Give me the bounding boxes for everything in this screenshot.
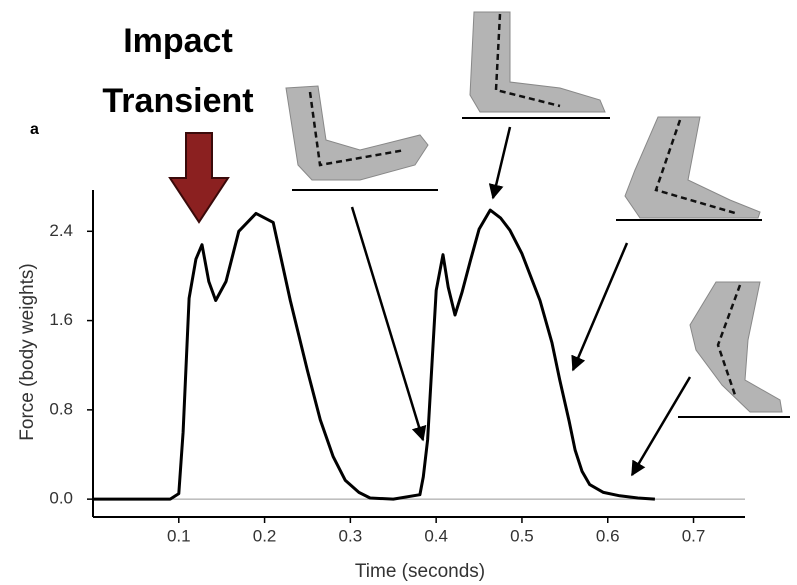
y-tick-label: 1.6 bbox=[49, 310, 73, 329]
y-tick-label: 0.0 bbox=[49, 489, 73, 508]
x-tick-label: 0.5 bbox=[510, 526, 534, 545]
y-tick-label: 2.4 bbox=[49, 221, 73, 240]
x-tick-label: 0.3 bbox=[339, 526, 363, 545]
foot-sketch bbox=[678, 281, 790, 418]
pointer-arrow bbox=[630, 376, 692, 477]
x-tick-label: 0.7 bbox=[682, 526, 706, 545]
force-curve bbox=[93, 208, 655, 501]
pointer-arrow bbox=[571, 242, 629, 372]
panel-label: a bbox=[30, 121, 39, 138]
foot-sketch bbox=[285, 85, 438, 191]
x-tick-label: 0.4 bbox=[424, 526, 448, 545]
y-axis-label: Force (body weights) bbox=[17, 263, 38, 440]
x-tick-label: 0.1 bbox=[167, 526, 191, 545]
impact-arrow bbox=[168, 132, 230, 224]
foot-sketch bbox=[616, 116, 762, 221]
annotation: Transient bbox=[102, 82, 253, 120]
x-tick-label: 0.2 bbox=[253, 526, 277, 545]
annotation: Impact bbox=[123, 22, 233, 60]
y-tick-label: 0.8 bbox=[49, 399, 73, 418]
foot-sketch bbox=[462, 11, 610, 119]
pointer-arrow bbox=[350, 206, 427, 442]
pointer-arrow bbox=[488, 126, 512, 200]
x-tick-label: 0.6 bbox=[596, 526, 620, 545]
x-axis-label: Time (seconds) bbox=[355, 561, 485, 582]
